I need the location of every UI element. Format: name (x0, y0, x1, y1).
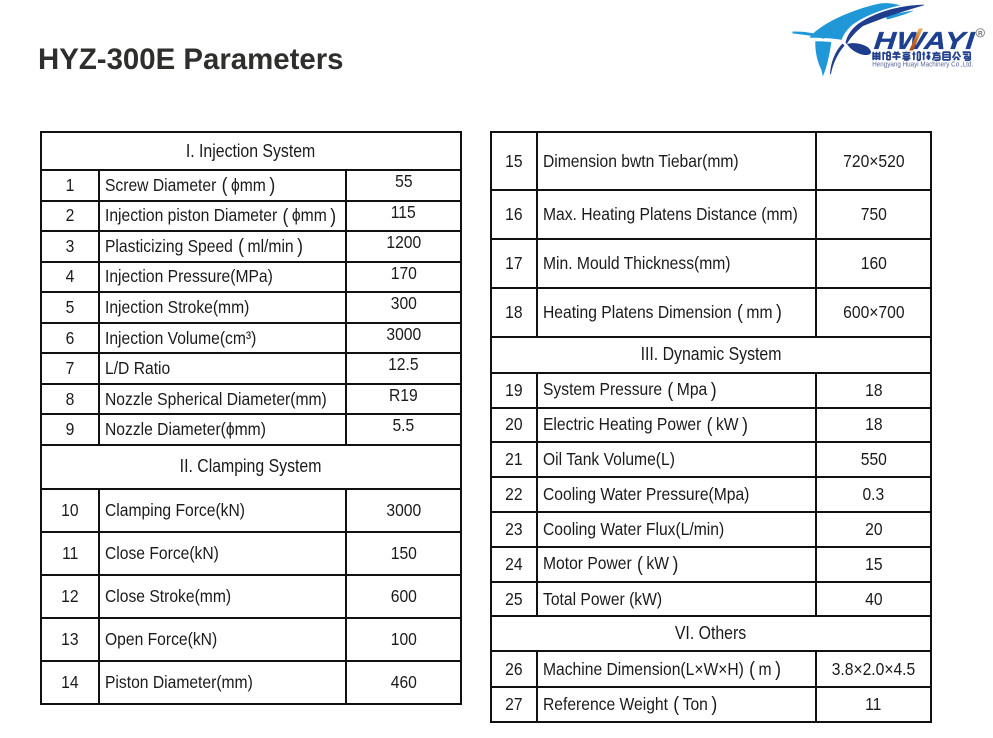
svg-text:R: R (978, 31, 983, 38)
svg-text:HWAYI: HWAYI (873, 27, 977, 55)
svg-text:Hengyang Huayi Machinery Co.,L: Hengyang Huayi Machinery Co.,Ltd. (872, 61, 973, 69)
